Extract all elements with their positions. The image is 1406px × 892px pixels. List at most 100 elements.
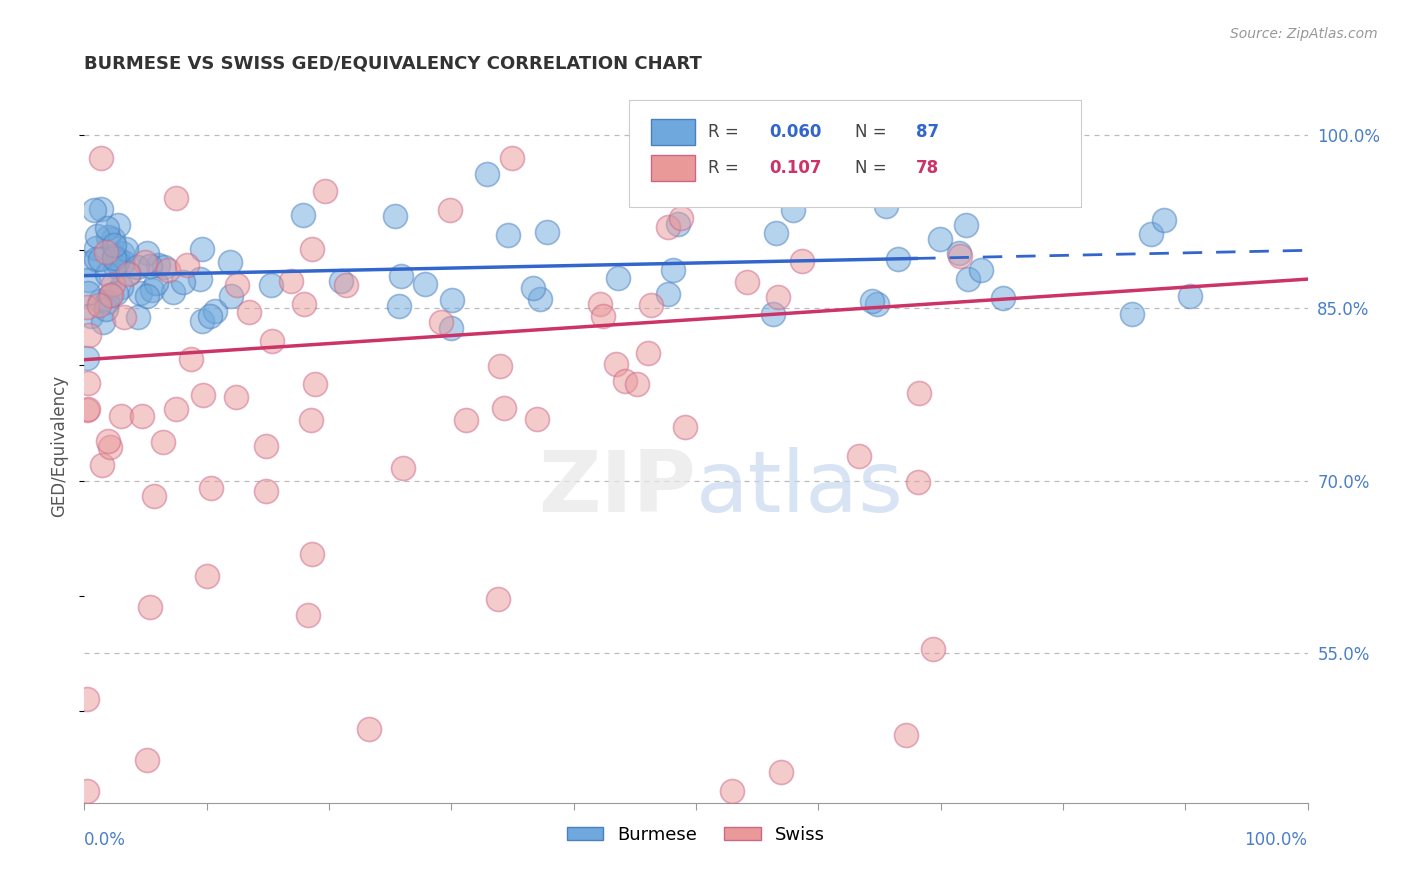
- Point: [496, 227, 519, 242]
- Point: [193, 388, 215, 402]
- Point: [592, 309, 614, 323]
- Point: [200, 481, 222, 495]
- Point: [86, 228, 108, 243]
- Point: [626, 376, 648, 391]
- Point: [486, 592, 509, 607]
- Point: [143, 489, 166, 503]
- Point: [176, 258, 198, 272]
- Point: [657, 220, 679, 235]
- Point: [254, 484, 277, 499]
- Point: [96, 267, 118, 281]
- Point: [389, 269, 412, 284]
- Point: [188, 272, 211, 286]
- Point: [489, 359, 512, 373]
- Point: [117, 267, 139, 281]
- Point: [103, 238, 125, 252]
- Point: [304, 377, 326, 392]
- Point: [219, 289, 242, 303]
- Point: [97, 229, 120, 244]
- Point: [89, 293, 111, 308]
- Point: [589, 297, 612, 311]
- Point: [226, 277, 249, 292]
- Point: [162, 285, 184, 300]
- Point: [97, 434, 120, 449]
- Point: [94, 301, 117, 316]
- Point: [103, 251, 125, 265]
- Point: [875, 199, 897, 213]
- Point: [139, 259, 162, 273]
- Point: [782, 203, 804, 218]
- Point: [84, 252, 107, 266]
- Point: [657, 286, 679, 301]
- Point: [138, 600, 160, 615]
- Point: [195, 568, 218, 582]
- Point: [848, 449, 870, 463]
- Legend: Burmese, Swiss: Burmese, Swiss: [560, 819, 832, 851]
- Point: [83, 202, 105, 217]
- Point: [107, 252, 129, 267]
- Point: [112, 254, 135, 268]
- Point: [673, 420, 696, 434]
- Point: [110, 409, 132, 424]
- Point: [260, 334, 283, 348]
- Point: [77, 376, 100, 391]
- Point: [536, 225, 558, 239]
- Point: [190, 242, 212, 256]
- Point: [115, 242, 138, 256]
- Point: [80, 309, 103, 323]
- Point: [329, 275, 352, 289]
- Point: [90, 151, 112, 165]
- Point: [956, 272, 979, 286]
- Point: [280, 274, 302, 288]
- Point: [860, 294, 883, 309]
- Text: 0.0%: 0.0%: [84, 831, 127, 849]
- Text: N =: N =: [855, 123, 891, 141]
- Point: [430, 315, 453, 329]
- Point: [198, 310, 221, 324]
- Point: [391, 460, 413, 475]
- Point: [96, 295, 118, 310]
- Point: [384, 210, 406, 224]
- Point: [922, 642, 945, 657]
- Point: [256, 439, 278, 453]
- Point: [136, 753, 159, 767]
- Point: [165, 402, 187, 417]
- Point: [1178, 289, 1201, 303]
- FancyBboxPatch shape: [651, 155, 695, 180]
- Text: 0.107: 0.107: [769, 159, 823, 177]
- Point: [152, 434, 174, 449]
- Text: ZIP: ZIP: [538, 447, 696, 531]
- Point: [84, 241, 107, 255]
- Point: [765, 226, 787, 240]
- Point: [1121, 307, 1143, 321]
- Point: [928, 232, 950, 246]
- Point: [104, 259, 127, 273]
- Point: [359, 723, 381, 737]
- Point: [136, 246, 159, 260]
- Text: 87: 87: [917, 123, 939, 141]
- Point: [613, 374, 636, 388]
- Text: R =: R =: [709, 123, 744, 141]
- Point: [671, 211, 693, 225]
- Point: [896, 728, 918, 742]
- Point: [76, 784, 98, 798]
- Point: [129, 286, 152, 301]
- Point: [76, 691, 98, 706]
- Point: [180, 352, 202, 367]
- Point: [297, 607, 319, 622]
- Text: Source: ZipAtlas.com: Source: ZipAtlas.com: [1230, 27, 1378, 41]
- Y-axis label: GED/Equivalency: GED/Equivalency: [51, 375, 69, 517]
- Point: [89, 298, 111, 312]
- Point: [605, 357, 627, 371]
- Point: [76, 301, 98, 315]
- Point: [77, 328, 100, 343]
- Point: [111, 246, 134, 260]
- Point: [91, 316, 114, 330]
- Point: [165, 191, 187, 205]
- Point: [76, 286, 98, 301]
- Point: [260, 277, 283, 292]
- Point: [607, 271, 630, 285]
- Point: [94, 245, 117, 260]
- Point: [766, 290, 789, 304]
- Point: [314, 184, 336, 198]
